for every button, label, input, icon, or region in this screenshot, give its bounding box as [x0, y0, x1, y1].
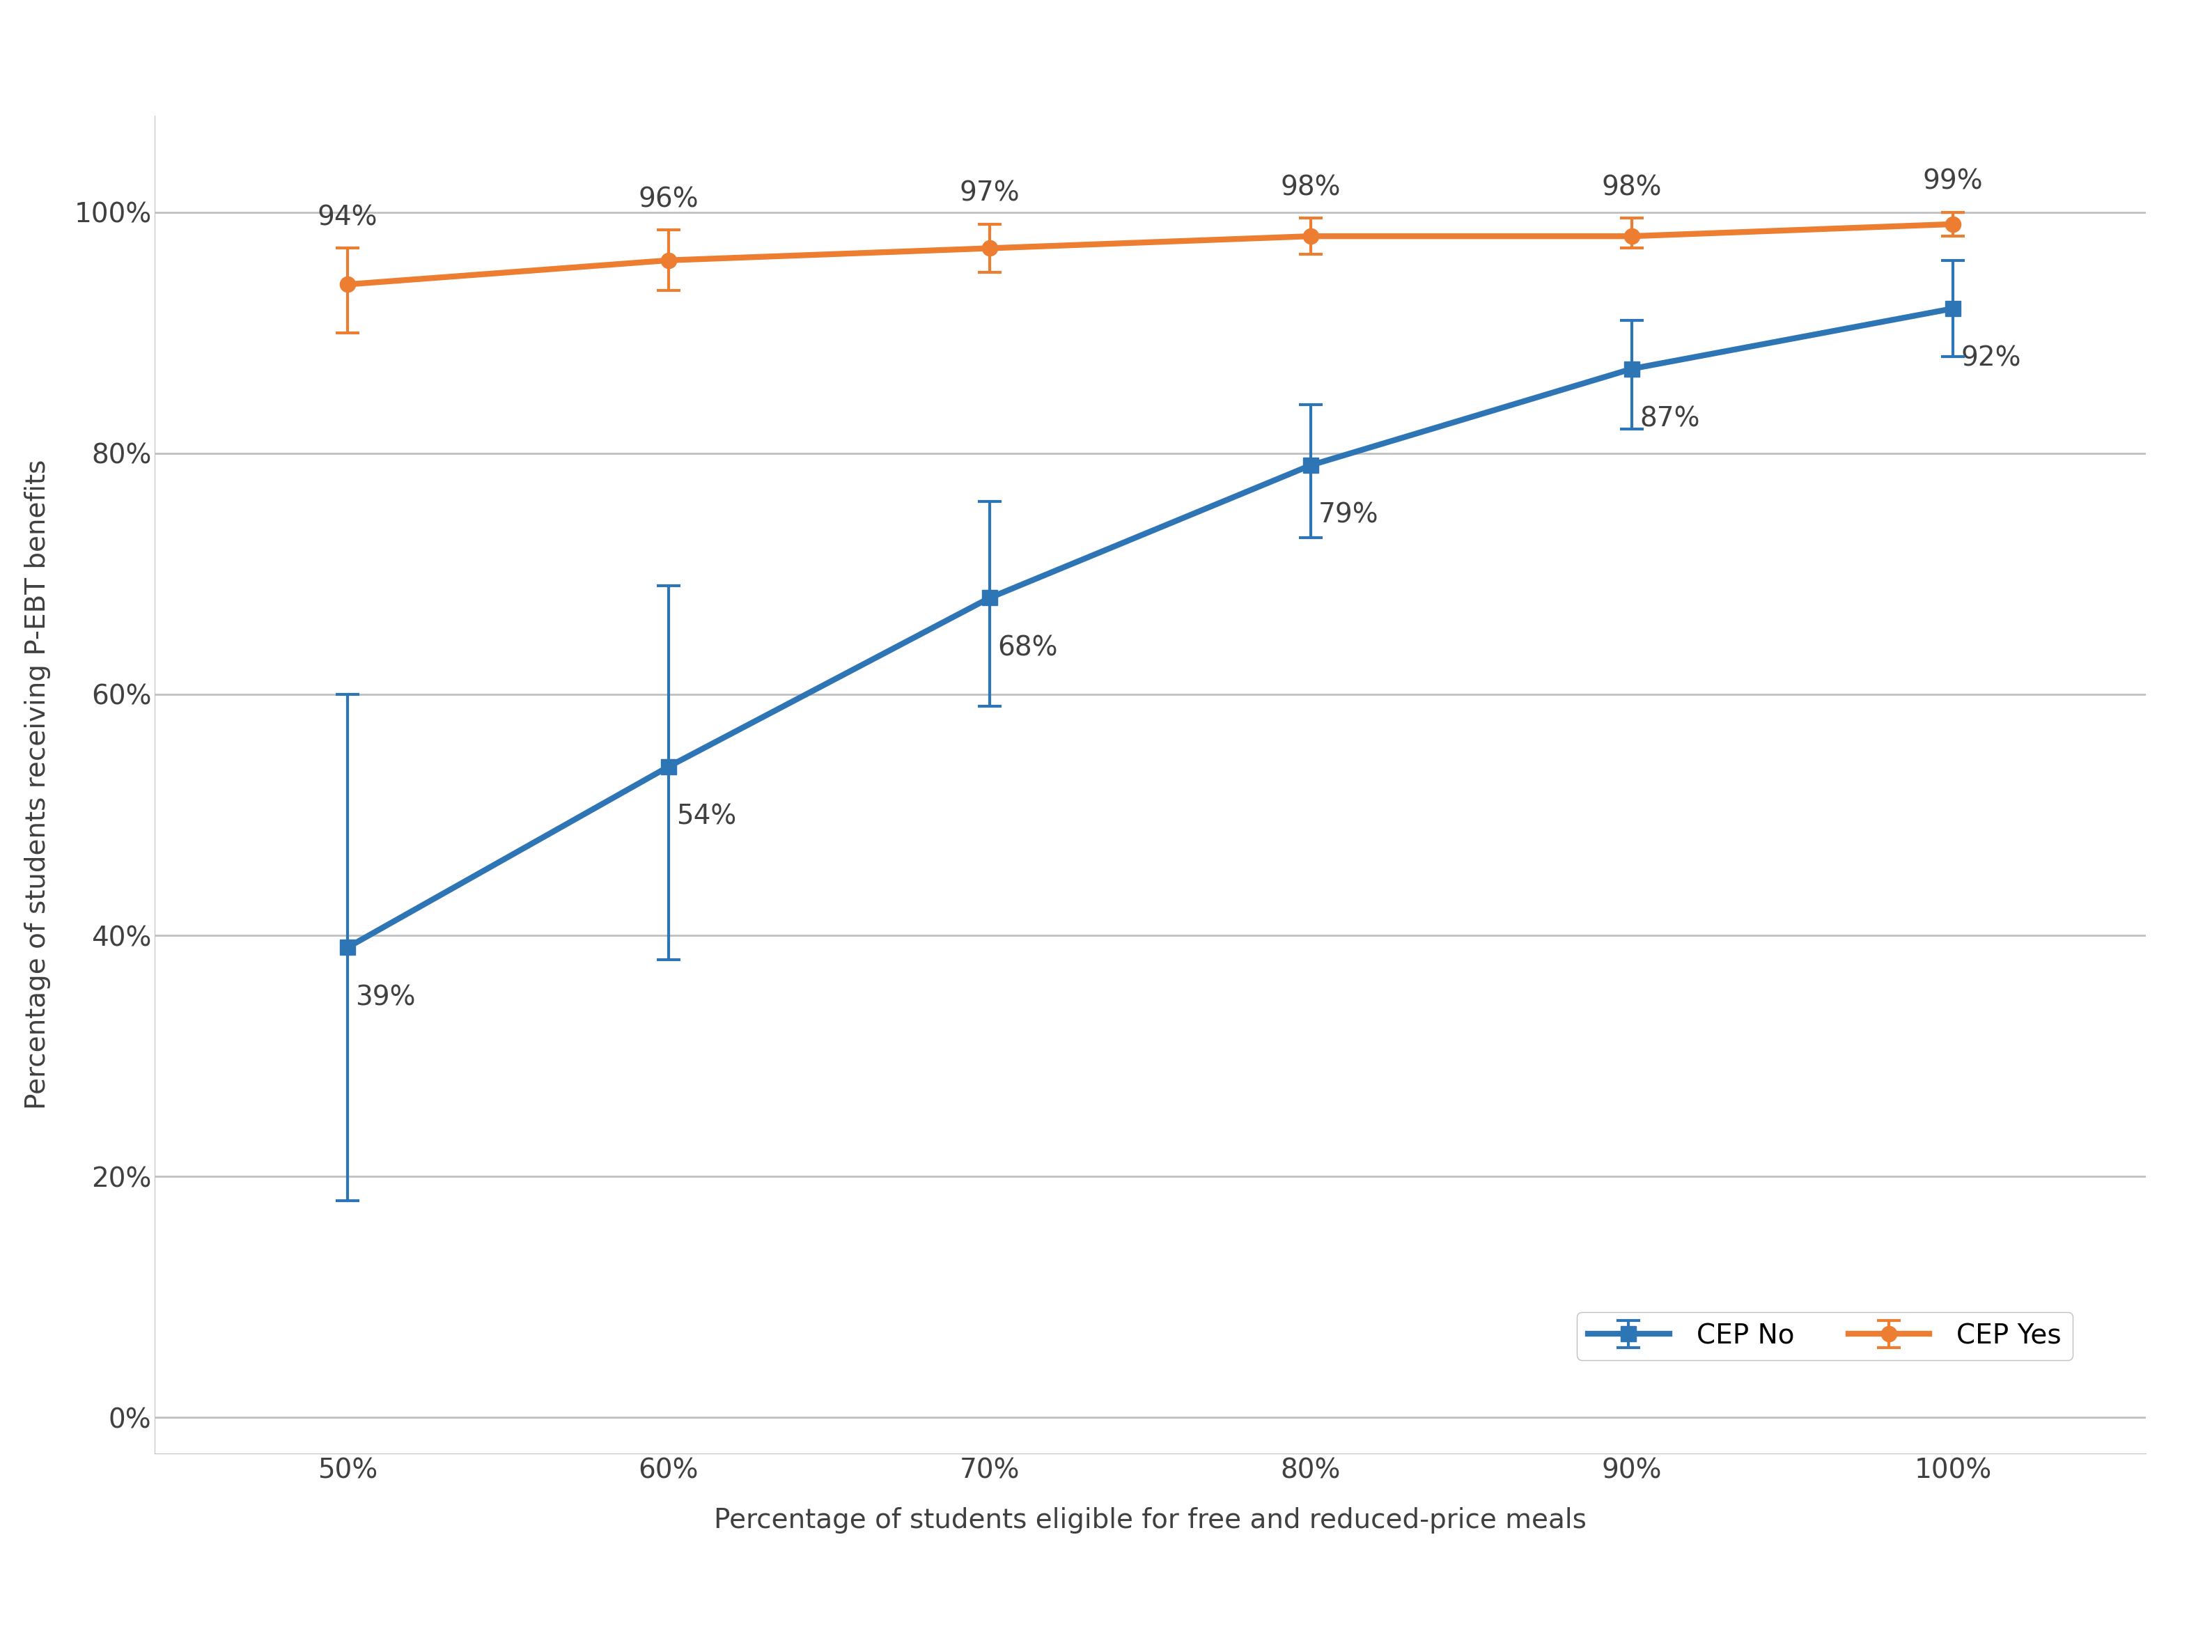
- Text: 68%: 68%: [998, 634, 1057, 661]
- Text: 39%: 39%: [356, 985, 416, 1011]
- Text: 92%: 92%: [1960, 345, 2022, 372]
- Text: 79%: 79%: [1318, 502, 1378, 529]
- Text: 98%: 98%: [1601, 173, 1661, 200]
- Legend: CEP No, CEP Yes: CEP No, CEP Yes: [1577, 1312, 2073, 1360]
- Text: 94%: 94%: [316, 205, 378, 231]
- X-axis label: Percentage of students eligible for free and reduced-price meals: Percentage of students eligible for free…: [714, 1507, 1586, 1533]
- Text: 54%: 54%: [677, 803, 737, 829]
- Text: 96%: 96%: [639, 187, 699, 213]
- Text: 97%: 97%: [960, 180, 1020, 206]
- Y-axis label: Percentage of students receiving P-EBT benefits: Percentage of students receiving P-EBT b…: [24, 459, 51, 1110]
- Text: 98%: 98%: [1281, 173, 1340, 200]
- Text: 99%: 99%: [1922, 169, 1984, 195]
- Text: 87%: 87%: [1639, 405, 1699, 433]
